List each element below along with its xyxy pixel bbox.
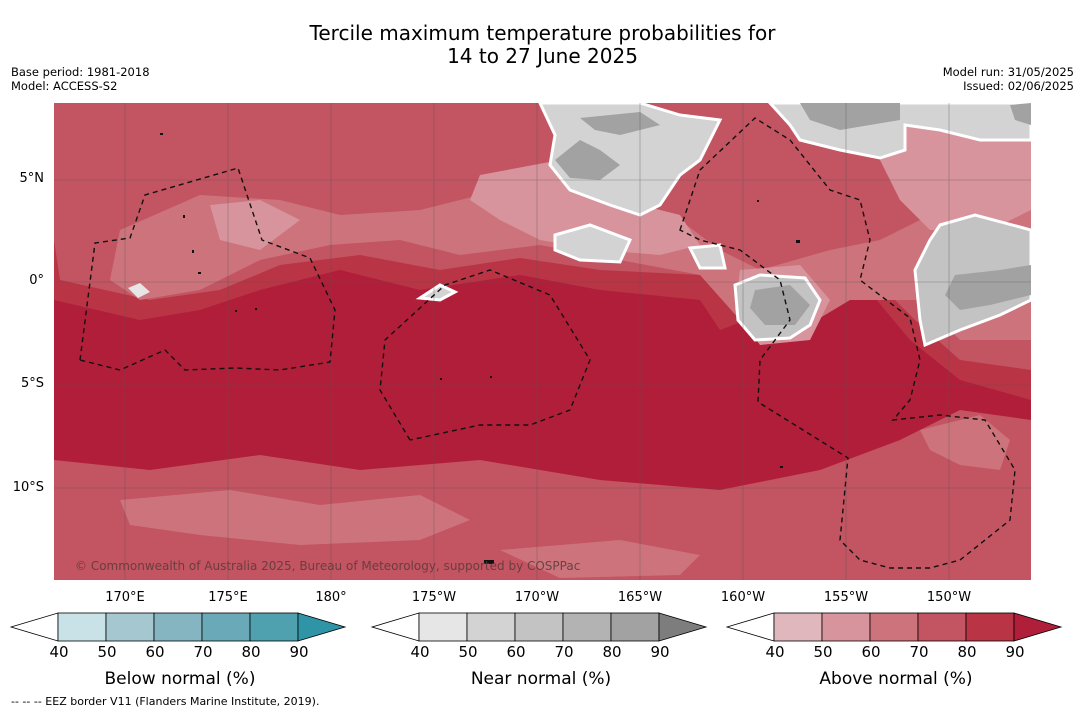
lat-label-0: 0° [29, 273, 44, 288]
lon-label-150w: 150°W [926, 590, 972, 605]
model-name: Model: ACCESS-S2 [11, 79, 118, 93]
colorbar-extend-high [1013, 612, 1063, 642]
lon-label-180: 180° [315, 590, 347, 605]
eez-west [79, 167, 336, 371]
near-normal-east-core [945, 265, 1031, 310]
lon-label-155w: 155°W [823, 590, 869, 605]
lat-label-5n: 5°N [19, 171, 45, 186]
title-line-2: 14 to 27 June 2025 [447, 44, 638, 68]
base-period: Base period: 1981-2018 [11, 65, 150, 79]
colorbar-below-label: Below normal (%) [104, 669, 256, 689]
colorbar-below [10, 612, 347, 642]
near-normal-small [687, 243, 727, 270]
cb-tick: 40 [49, 643, 69, 661]
map-area [54, 103, 1031, 580]
colorbar-swatch [418, 612, 468, 642]
cb-tick: 70 [554, 643, 574, 661]
colorbar-swatch [105, 612, 155, 642]
cb-tick: 80 [602, 643, 622, 661]
colorbar-swatch [965, 612, 1015, 642]
cb-tick: 50 [813, 643, 833, 661]
above-band-south-60 [120, 415, 1010, 578]
colorbar-swatch [153, 612, 203, 642]
meta-right: Model run: 31/05/2025 Issued: 02/06/2025 [943, 65, 1074, 93]
near-normal-west-patch [415, 283, 459, 302]
near-normal-eq-core [750, 285, 810, 325]
near-normal-north [538, 103, 723, 217]
colorbar-swatch [773, 612, 823, 642]
near-normal-mid [553, 223, 633, 264]
colorbar-above-label: Above normal (%) [819, 669, 973, 689]
lon-label-175e: 175°E [208, 590, 248, 605]
cb-tick: 50 [97, 643, 117, 661]
cb-tick: 40 [410, 643, 430, 661]
lat-label-10s: 10°S [12, 480, 44, 495]
colorbar-swatch [869, 612, 919, 642]
lon-label-175w: 175°W [411, 590, 457, 605]
colorbar-swatch [249, 612, 299, 642]
graticule [54, 103, 1031, 580]
meta-left: Base period: 1981-2018 Model: ACCESS-S2 [11, 65, 150, 93]
colorbar-near [371, 612, 708, 642]
colorbar-near-label: Near normal (%) [470, 669, 612, 689]
cb-tick: 80 [241, 643, 261, 661]
islands [160, 133, 800, 564]
colorbar-swatch [610, 612, 660, 642]
title-line-1: Tercile maximum temperature probabilitie… [309, 21, 776, 45]
cb-tick: 60 [145, 643, 165, 661]
cb-tick: 60 [861, 643, 881, 661]
near-normal-ne-core [800, 103, 1031, 130]
cb-tick: 40 [765, 643, 785, 661]
issued-date: Issued: 02/06/2025 [963, 79, 1074, 93]
above-band-50 [210, 115, 1031, 345]
cb-tick: 90 [289, 643, 309, 661]
eez-borders [79, 117, 1016, 569]
cb-tick: 90 [650, 643, 670, 661]
lon-label-160w: 160°W [720, 590, 766, 605]
colorbar-swatch [201, 612, 251, 642]
near-normal-north-core [555, 112, 660, 180]
colorbar-extend-low [10, 612, 59, 642]
near-normal-west-white [128, 283, 150, 298]
cb-tick: 70 [193, 643, 213, 661]
eez-footnote: -- -- -- EEZ border V11 (Flanders Marine… [11, 695, 320, 708]
cb-tick: 50 [458, 643, 478, 661]
lon-label-170e: 170°E [105, 590, 145, 605]
chart-title: Tercile maximum temperature probabilitie… [0, 22, 1085, 68]
colorbar-extend-low [726, 612, 775, 642]
cb-tick: 70 [909, 643, 929, 661]
lon-label-165w: 165°W [617, 590, 663, 605]
colorbar-extend-high [297, 612, 347, 642]
cb-tick: 90 [1005, 643, 1025, 661]
cb-tick: 60 [506, 643, 526, 661]
colorbar-swatch [562, 612, 612, 642]
colorbar-swatch [466, 612, 516, 642]
colorbar-extend-high [658, 612, 708, 642]
lon-label-170w: 170°W [514, 590, 560, 605]
eez-central [379, 269, 591, 441]
model-run: Model run: 31/05/2025 [942, 65, 1074, 79]
lat-label-5s: 5°S [20, 376, 44, 391]
colorbar-swatch [821, 612, 871, 642]
colorbar-above [726, 612, 1063, 642]
colorbar-swatch [514, 612, 564, 642]
eez-east [679, 117, 1016, 569]
colorbar-swatch [57, 612, 107, 642]
colorbar-swatch [917, 612, 967, 642]
copyright-notice: © Commonwealth of Australia 2025, Bureau… [75, 559, 581, 573]
colorbar-extend-low [371, 612, 420, 642]
cb-tick: 80 [957, 643, 977, 661]
